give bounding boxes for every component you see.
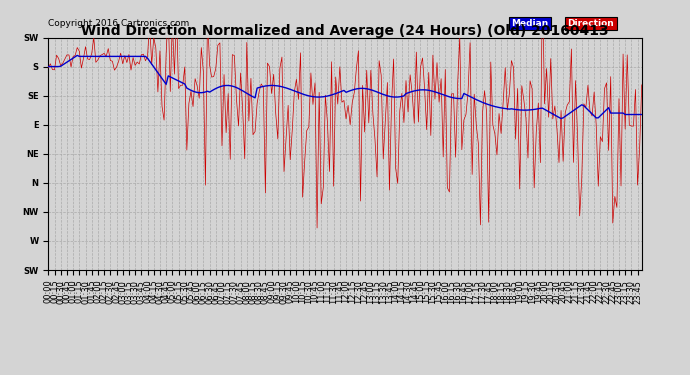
Text: Copyright 2016 Cartronics.com: Copyright 2016 Cartronics.com xyxy=(48,19,190,28)
Text: Median: Median xyxy=(511,19,549,28)
Title: Wind Direction Normalized and Average (24 Hours) (Old) 20160413: Wind Direction Normalized and Average (2… xyxy=(81,24,609,38)
Text: Direction: Direction xyxy=(568,19,614,28)
